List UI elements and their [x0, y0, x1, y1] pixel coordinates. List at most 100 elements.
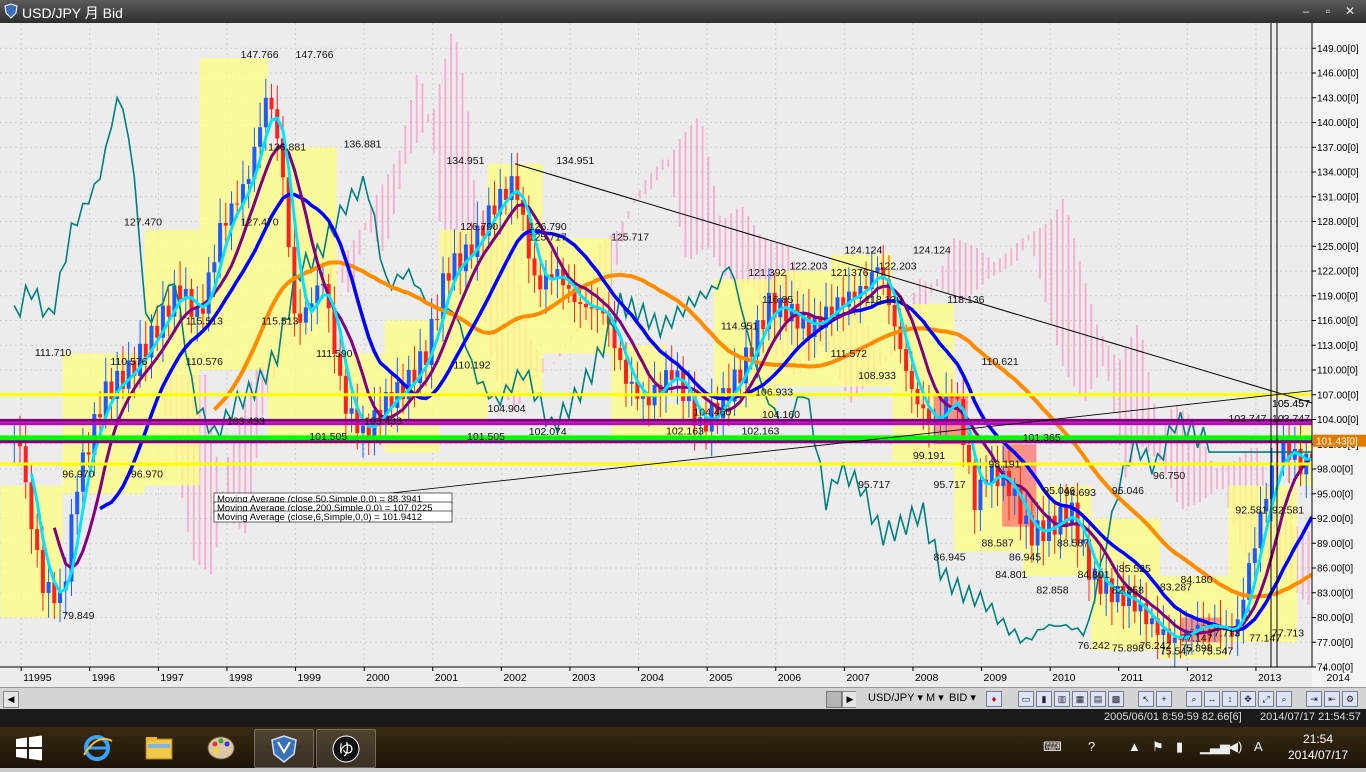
candle-body	[189, 288, 194, 317]
candle-body	[361, 425, 366, 434]
shift-chart-icon[interactable]: ⇥	[1306, 691, 1322, 707]
price-label: 127.470	[124, 217, 162, 229]
grid-icon[interactable]: ▦	[1072, 691, 1088, 707]
taskbar-paint[interactable]	[192, 729, 250, 766]
pan-icon[interactable]: ✥	[1240, 691, 1256, 707]
candle-body	[772, 292, 777, 318]
price-label: 86.945	[1009, 552, 1041, 564]
color-icon[interactable]: ▩	[1108, 691, 1124, 707]
paint-palette-icon	[207, 736, 235, 760]
candle-body	[58, 590, 63, 604]
price-label: 111.590	[316, 348, 353, 360]
scroll-horizontal-icon[interactable]: ↔	[1204, 691, 1220, 707]
taskbar-yu-app[interactable]: ゆ	[316, 729, 376, 768]
start-button[interactable]	[0, 729, 58, 766]
candle-body	[1247, 563, 1252, 600]
tray-expand-icon[interactable]: ▲	[1128, 739, 1141, 754]
candle-body	[846, 291, 851, 307]
zoom-out-icon[interactable]: ⌕	[1276, 691, 1292, 707]
price-chart[interactable]: 147.766 147.766 136.881 136.881 127.470 127.4…	[0, 23, 1366, 687]
candle-body	[1155, 618, 1160, 635]
price-label: 121.376	[831, 267, 869, 279]
symbol-select[interactable]: USD/JPY ▾	[868, 692, 923, 704]
chart-scrollbar[interactable]: ◀ ▶	[0, 687, 858, 710]
tooltip-text: Moving Average (close,200,Simple,0,0) = …	[217, 503, 433, 514]
candle-body	[1087, 539, 1092, 580]
candle-body	[806, 313, 811, 337]
price-label: 86.945	[934, 552, 966, 564]
price-label: 106.933	[755, 387, 793, 399]
candle-body	[172, 285, 177, 317]
price-axis-label: 143.00[0]	[1317, 93, 1359, 104]
price-label: 147.766	[296, 49, 334, 61]
price-label: 76.242	[1139, 640, 1171, 652]
candle-body	[521, 199, 526, 215]
price-axis-label: 104.00[0]	[1317, 415, 1359, 426]
network-icon[interactable]: ▁▃▅	[1200, 739, 1230, 754]
price-label: 94.693	[1064, 487, 1096, 499]
chart-area[interactable]: 147.766 147.766 136.881 136.881 127.470 127.4…	[0, 23, 1366, 687]
system-clock[interactable]: 21:54 2014/07/17	[1286, 731, 1350, 763]
price-label: 116.85	[762, 294, 793, 306]
close-button[interactable]: ✕	[1344, 4, 1356, 18]
candle-body	[1058, 506, 1063, 535]
autoscroll-icon[interactable]: ⇤	[1324, 691, 1340, 707]
scroll-left-icon[interactable]: ◀	[3, 691, 19, 708]
candle-body	[778, 297, 783, 318]
fit-icon[interactable]: ⤢	[1258, 691, 1274, 707]
candle-body	[183, 288, 188, 300]
timeframe-select[interactable]: M ▾	[926, 692, 944, 704]
candle-body	[812, 315, 817, 337]
candle-body	[218, 222, 223, 263]
scroll-vertical-icon[interactable]: ↕	[1222, 691, 1238, 707]
line-chart-icon[interactable]: ▭	[1018, 691, 1034, 707]
candle-chart-icon[interactable]: ▮	[1036, 691, 1052, 707]
trend-line	[384, 390, 1313, 495]
price-axis-label: 149.00[0]	[1317, 44, 1359, 55]
price-label: 75.547	[1201, 646, 1233, 658]
candle-body	[246, 178, 251, 185]
candle-body	[109, 381, 114, 399]
flag-icon[interactable]: ⚑	[1152, 739, 1164, 754]
price-label: 102.163	[741, 425, 779, 437]
keyboard-icon[interactable]: ⌨	[1043, 739, 1062, 754]
time-axis-label: 1998	[229, 672, 253, 684]
scroll-thumb[interactable]	[826, 691, 842, 708]
candle-body	[744, 347, 749, 384]
ime-mode-indicator[interactable]: A	[1254, 739, 1263, 754]
candle-body	[309, 303, 314, 308]
price-axis-label: 92.00[0]	[1317, 514, 1353, 525]
price-axis-label: 74.00[0]	[1317, 663, 1353, 674]
restore-button[interactable]: ▫	[1325, 4, 1331, 18]
battery-icon[interactable]: ▮	[1176, 739, 1184, 754]
svg-text:ゆ: ゆ	[338, 740, 354, 759]
candle-body	[383, 391, 388, 421]
volume-icon[interactable]: ◀)	[1228, 739, 1243, 754]
candle-body	[132, 360, 137, 377]
cursor-icon[interactable]: ↖	[1138, 691, 1154, 707]
candle-body	[275, 109, 280, 139]
candle-body	[795, 303, 800, 329]
taskbar-explorer[interactable]	[130, 729, 188, 766]
side-select[interactable]: BID ▾	[949, 692, 976, 704]
yu-app-icon: ゆ	[332, 735, 360, 763]
taskbar-trading-app[interactable]	[254, 729, 314, 768]
candle-body	[1109, 578, 1114, 603]
candle-body	[1006, 470, 1011, 496]
candle-body	[966, 444, 971, 463]
minimize-button[interactable]: ‒	[1302, 4, 1310, 18]
bar-chart-icon[interactable]: ▥	[1054, 691, 1070, 707]
properties-icon[interactable]: ⚙	[1342, 691, 1358, 707]
zoom-in-icon[interactable]: ⌕	[1186, 691, 1202, 707]
order-icon[interactable]: ♦	[986, 691, 1002, 707]
price-axis-label: 98.00[0]	[1317, 465, 1353, 476]
taskbar-ie[interactable]	[68, 729, 126, 766]
ime-tool-icon[interactable]: ?	[1088, 739, 1096, 754]
candle-body	[738, 369, 743, 384]
price-label: 110.576	[186, 356, 223, 368]
time-axis-label: 2005	[709, 672, 733, 684]
template-icon[interactable]: ▤	[1090, 691, 1106, 707]
price-label: 121.392	[748, 267, 786, 279]
crosshair-icon[interactable]: +	[1156, 691, 1172, 707]
candle-body	[1149, 618, 1154, 625]
